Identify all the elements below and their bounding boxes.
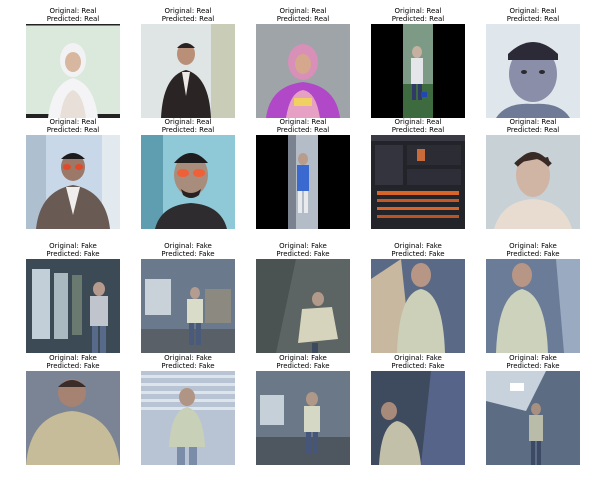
predicted-label: Predicted: Fake	[161, 250, 215, 258]
sample-image	[256, 371, 350, 465]
original-label: Original: Real	[279, 7, 327, 15]
original-label: Original: Fake	[509, 354, 557, 362]
sample-image	[141, 259, 235, 353]
predicted-label: Predicted: Fake	[46, 362, 100, 370]
predicted-label: Predicted: Fake	[506, 250, 560, 258]
sample-image	[486, 24, 580, 118]
predicted-label: Predicted: Fake	[506, 362, 560, 370]
sample-image	[26, 371, 120, 465]
original-label: Original: Fake	[394, 354, 442, 362]
grid-cell: Original: Fake Predicted: Fake	[371, 242, 465, 353]
original-label: Original: Fake	[164, 242, 212, 250]
original-label: Original: Fake	[49, 354, 97, 362]
predicted-label: Predicted: Real	[506, 15, 560, 23]
predicted-label: Predicted: Real	[161, 126, 215, 134]
sample-image	[26, 24, 120, 118]
original-label: Original: Fake	[394, 242, 442, 250]
sample-image	[26, 135, 120, 229]
grid-cell: Original: Real Predicted: Real	[26, 118, 120, 229]
predicted-label: Predicted: Fake	[276, 362, 330, 370]
sample-image	[256, 259, 350, 353]
sample-image	[371, 24, 465, 118]
sample-image	[256, 24, 350, 118]
original-label: Original: Real	[49, 118, 97, 126]
sample-image	[486, 259, 580, 353]
grid-cell: Original: Fake Predicted: Fake	[26, 242, 120, 353]
grid-cell: Original: Fake Predicted: Fake	[141, 354, 235, 465]
original-label: Original: Real	[164, 7, 212, 15]
sample-image	[371, 371, 465, 465]
sample-image	[371, 135, 465, 229]
sample-image	[256, 135, 350, 229]
grid-cell: Original: Fake Predicted: Fake	[26, 354, 120, 465]
sample-image	[486, 135, 580, 229]
grid-cell: Original: Real Predicted: Real	[371, 118, 465, 229]
grid-cell: Original: Real Predicted: Real	[256, 118, 350, 229]
sample-image	[141, 24, 235, 118]
predicted-label: Predicted: Fake	[276, 250, 330, 258]
sample-image	[371, 259, 465, 353]
grid-cell: Original: Fake Predicted: Fake	[141, 242, 235, 353]
original-label: Original: Fake	[279, 242, 327, 250]
original-label: Original: Real	[279, 118, 327, 126]
original-label: Original: Real	[509, 7, 557, 15]
predicted-label: Predicted: Real	[161, 15, 215, 23]
original-label: Original: Fake	[509, 242, 557, 250]
grid-cell: Original: Real Predicted: Real	[371, 7, 465, 118]
sample-image	[141, 371, 235, 465]
predicted-label: Predicted: Fake	[161, 362, 215, 370]
original-label: Original: Real	[49, 7, 97, 15]
grid-cell: Original: Real Predicted: Real	[141, 118, 235, 229]
grid-cell: Original: Fake Predicted: Fake	[256, 242, 350, 353]
grid-cell: Original: Fake Predicted: Fake	[486, 242, 580, 353]
predicted-label: Predicted: Real	[391, 15, 445, 23]
original-label: Original: Real	[509, 118, 557, 126]
original-label: Original: Real	[394, 118, 442, 126]
predicted-label: Predicted: Fake	[391, 250, 445, 258]
predicted-label: Predicted: Real	[391, 126, 445, 134]
grid-cell: Original: Real Predicted: Real	[486, 7, 580, 118]
grid-cell: Original: Real Predicted: Real	[141, 7, 235, 118]
original-label: Original: Real	[394, 7, 442, 15]
sample-image	[486, 371, 580, 465]
predicted-label: Predicted: Fake	[46, 250, 100, 258]
original-label: Original: Fake	[164, 354, 212, 362]
predicted-label: Predicted: Real	[276, 15, 330, 23]
sample-image	[141, 135, 235, 229]
grid-cell: Original: Real Predicted: Real	[486, 118, 580, 229]
predicted-label: Predicted: Real	[506, 126, 560, 134]
original-label: Original: Fake	[279, 354, 327, 362]
predicted-label: Predicted: Real	[46, 15, 100, 23]
original-label: Original: Fake	[49, 242, 97, 250]
grid-cell: Original: Fake Predicted: Fake	[486, 354, 580, 465]
grid-cell: Original: Real Predicted: Real	[256, 7, 350, 118]
predicted-label: Predicted: Real	[46, 126, 100, 134]
grid-cell: Original: Fake Predicted: Fake	[256, 354, 350, 465]
predicted-label: Predicted: Real	[276, 126, 330, 134]
grid-cell: Original: Real Predicted: Real	[26, 7, 120, 118]
sample-image	[26, 259, 120, 353]
original-label: Original: Real	[164, 118, 212, 126]
predicted-label: Predicted: Fake	[391, 362, 445, 370]
grid-cell: Original: Fake Predicted: Fake	[371, 354, 465, 465]
